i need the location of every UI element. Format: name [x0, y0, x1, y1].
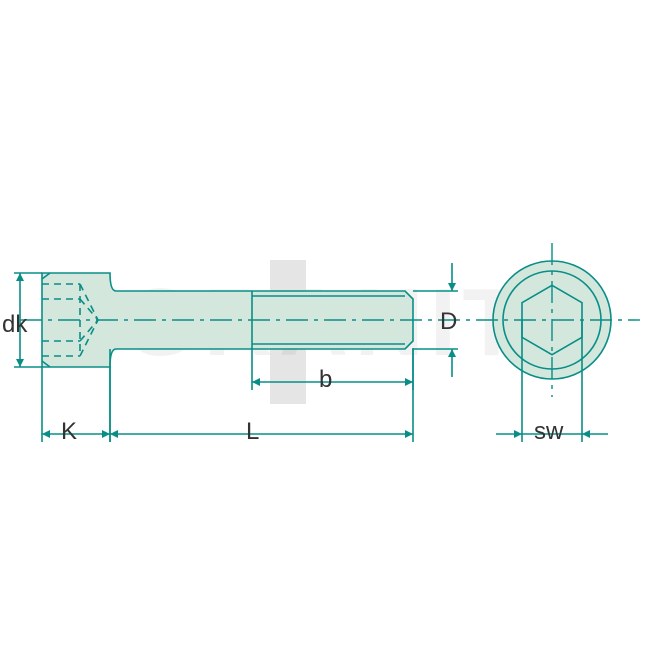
dim-K-label: K: [61, 418, 77, 446]
dim-sw-label: sw: [534, 418, 563, 446]
dim-L-label: L: [246, 418, 259, 446]
dim-b-label: b: [319, 366, 332, 394]
technical-drawing: GRANIT: [0, 0, 650, 650]
dim-D-label: D: [440, 308, 457, 336]
dim-dk-label: dk: [2, 311, 27, 339]
